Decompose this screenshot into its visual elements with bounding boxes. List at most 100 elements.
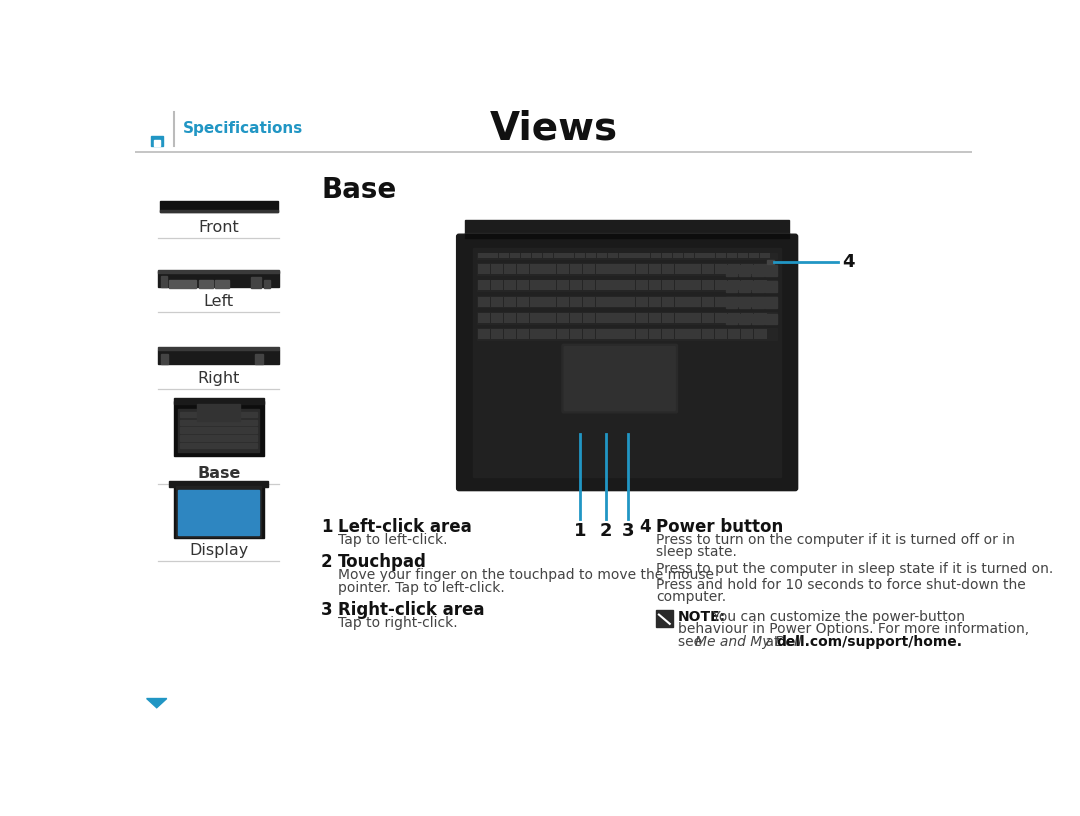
Bar <box>748 254 759 258</box>
Bar <box>180 412 257 418</box>
Bar <box>178 490 259 534</box>
Bar <box>490 329 503 339</box>
Bar <box>688 296 701 307</box>
Bar <box>741 296 754 307</box>
Text: see: see <box>677 635 706 649</box>
Text: Press and hold for 10 seconds to force shut-down the: Press and hold for 10 seconds to force s… <box>656 578 1026 592</box>
Bar <box>264 281 270 288</box>
Bar <box>517 281 529 290</box>
Bar <box>554 254 564 258</box>
Bar <box>490 264 503 274</box>
Bar <box>609 313 622 323</box>
Bar <box>517 313 529 323</box>
Bar <box>728 329 740 339</box>
Bar <box>159 348 279 351</box>
Bar <box>636 313 648 323</box>
Text: NOTE:: NOTE: <box>677 610 726 624</box>
Bar <box>161 354 168 364</box>
Text: Left-click area: Left-click area <box>338 517 472 535</box>
Bar <box>477 296 490 307</box>
Bar <box>727 254 738 258</box>
Text: Right: Right <box>198 370 240 386</box>
Bar <box>504 329 516 339</box>
Bar <box>622 313 635 323</box>
Text: Move your finger on the touchpad to move the mouse: Move your finger on the touchpad to move… <box>338 569 714 583</box>
Bar <box>543 329 556 339</box>
Bar <box>477 313 490 323</box>
FancyBboxPatch shape <box>565 347 675 410</box>
Bar <box>530 329 542 339</box>
Bar <box>765 265 777 276</box>
Bar <box>161 276 166 286</box>
Bar <box>583 281 595 290</box>
Bar <box>738 254 748 258</box>
Bar <box>465 234 789 238</box>
Text: Press to turn on the computer if it is turned off or in: Press to turn on the computer if it is t… <box>656 533 1015 547</box>
Bar <box>609 296 622 307</box>
Bar <box>649 296 661 307</box>
Bar <box>702 264 714 274</box>
Bar <box>705 254 715 258</box>
Bar <box>199 281 213 288</box>
Bar <box>649 329 661 339</box>
Bar <box>675 296 688 307</box>
Bar <box>752 265 764 276</box>
Bar <box>596 313 608 323</box>
Bar <box>622 329 635 339</box>
Bar <box>688 264 701 274</box>
Text: 3: 3 <box>321 601 333 619</box>
Text: sleep state.: sleep state. <box>656 545 737 559</box>
Polygon shape <box>147 698 166 707</box>
Bar <box>530 313 542 323</box>
Text: 1: 1 <box>321 517 333 535</box>
Text: Display: Display <box>189 543 248 558</box>
Text: Right-click area: Right-click area <box>338 601 485 619</box>
Bar <box>178 409 259 452</box>
Bar <box>636 329 648 339</box>
Bar <box>609 264 622 274</box>
Bar <box>726 265 738 276</box>
Bar <box>662 264 674 274</box>
Bar <box>542 254 553 258</box>
Bar <box>255 354 262 364</box>
Bar <box>754 264 767 274</box>
Bar <box>477 281 490 290</box>
Bar <box>543 281 556 290</box>
Bar <box>675 281 688 290</box>
Bar <box>490 296 503 307</box>
Bar <box>636 281 648 290</box>
Bar <box>570 329 582 339</box>
Bar <box>180 419 257 425</box>
Bar <box>530 281 542 290</box>
Bar <box>476 312 778 323</box>
Bar <box>649 313 661 323</box>
Bar <box>159 270 279 273</box>
Bar <box>622 264 635 274</box>
Text: 4: 4 <box>842 253 855 271</box>
Bar <box>662 313 674 323</box>
Bar <box>556 313 569 323</box>
Bar <box>150 136 163 146</box>
Text: Base: Base <box>197 466 241 481</box>
Bar <box>504 313 516 323</box>
Bar <box>716 254 727 258</box>
Bar <box>754 329 767 339</box>
Bar <box>759 254 770 258</box>
Bar <box>473 248 781 477</box>
Bar <box>622 281 635 290</box>
Text: Specifications: Specifications <box>183 122 303 136</box>
Bar <box>576 254 585 258</box>
Text: Me and My Dell: Me and My Dell <box>694 635 801 649</box>
Text: 3: 3 <box>622 521 634 539</box>
Bar <box>504 281 516 290</box>
Bar <box>543 264 556 274</box>
Bar <box>570 296 582 307</box>
Bar <box>752 282 764 292</box>
Text: Tap to right-click.: Tap to right-click. <box>338 616 458 630</box>
Bar <box>530 296 542 307</box>
Bar <box>465 220 789 237</box>
Bar <box>488 254 499 258</box>
Bar <box>702 281 714 290</box>
Bar <box>739 265 751 276</box>
Bar <box>556 281 569 290</box>
